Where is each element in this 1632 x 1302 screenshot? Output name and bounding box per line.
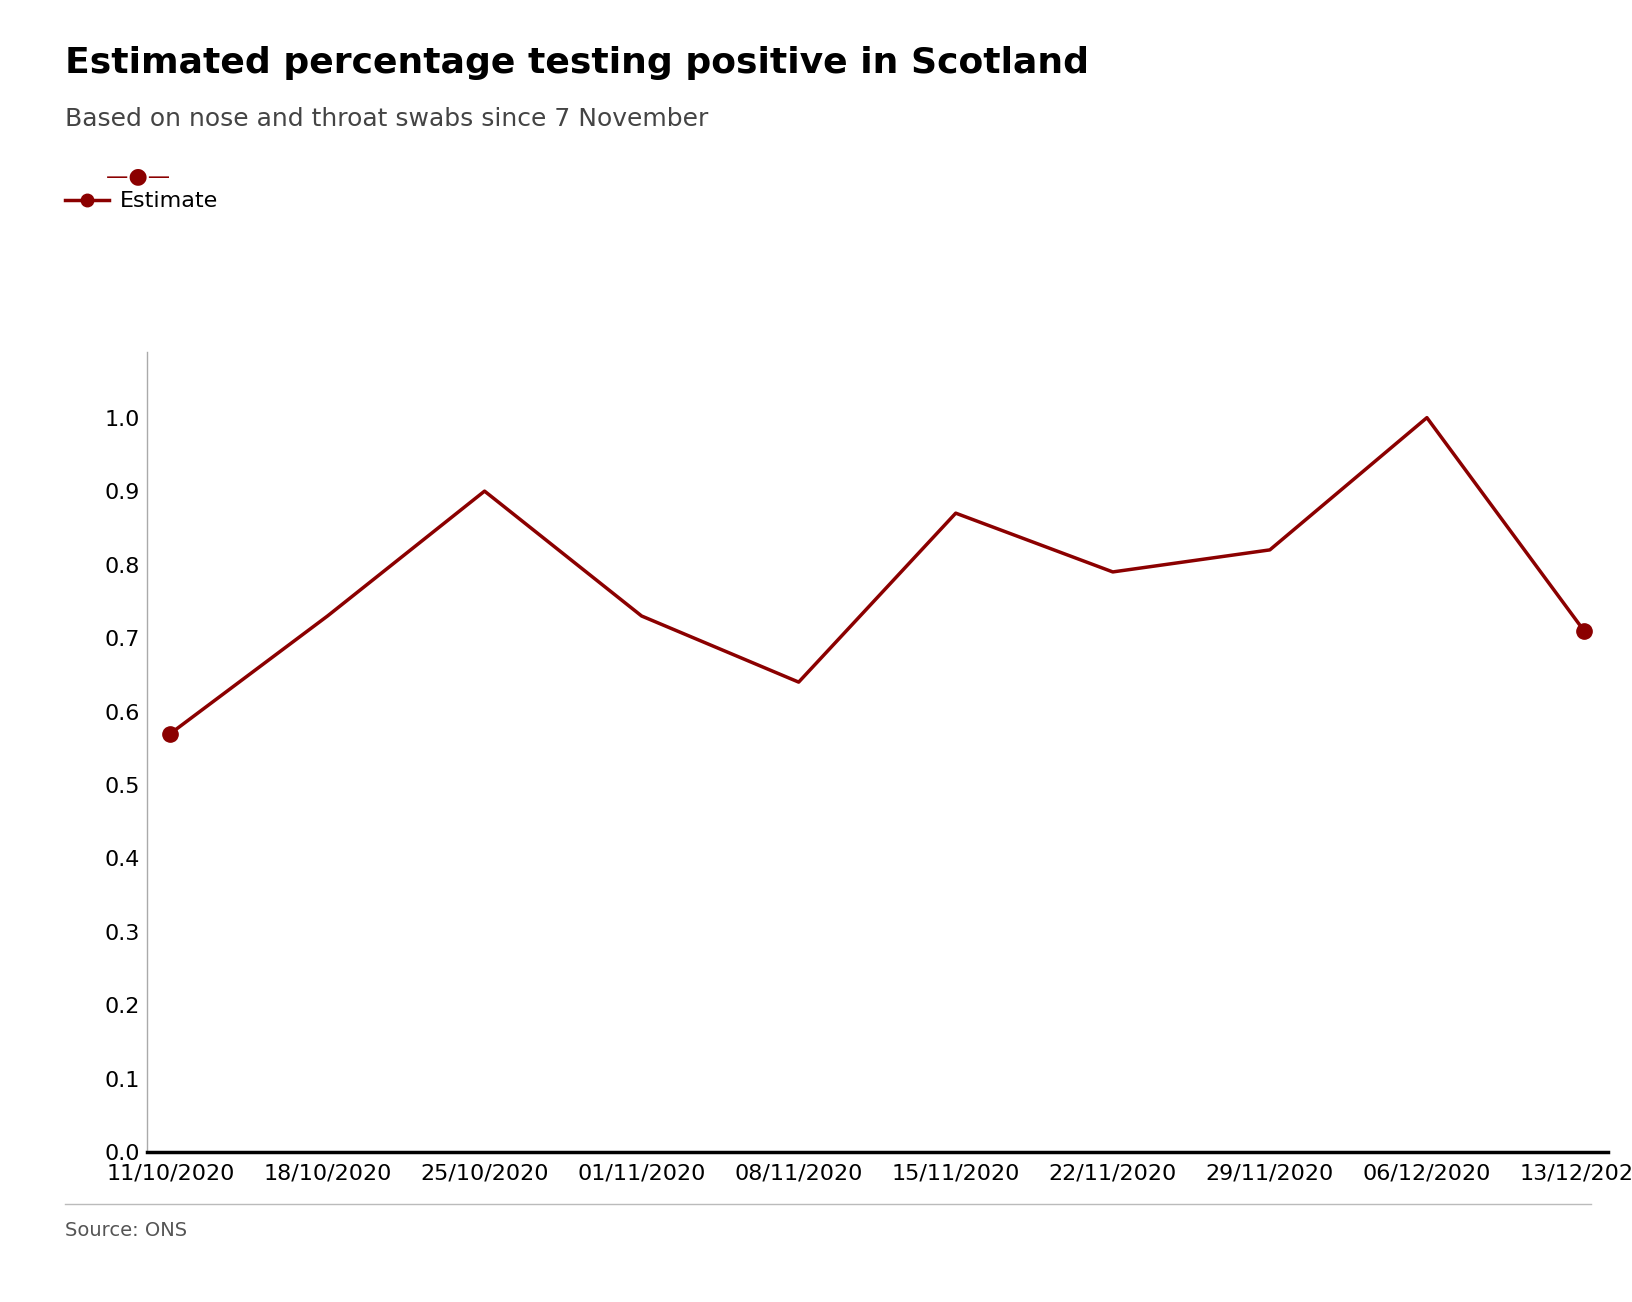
Text: Estimated percentage testing positive in Scotland: Estimated percentage testing positive in… (65, 46, 1089, 79)
Text: —●—: —●— (106, 167, 178, 186)
Text: BBC: BBC (1511, 1240, 1554, 1258)
Text: Source: ONS: Source: ONS (65, 1220, 188, 1240)
Legend: Estimate: Estimate (55, 182, 227, 220)
Text: Based on nose and throat swabs since 7 November: Based on nose and throat swabs since 7 N… (65, 107, 708, 130)
